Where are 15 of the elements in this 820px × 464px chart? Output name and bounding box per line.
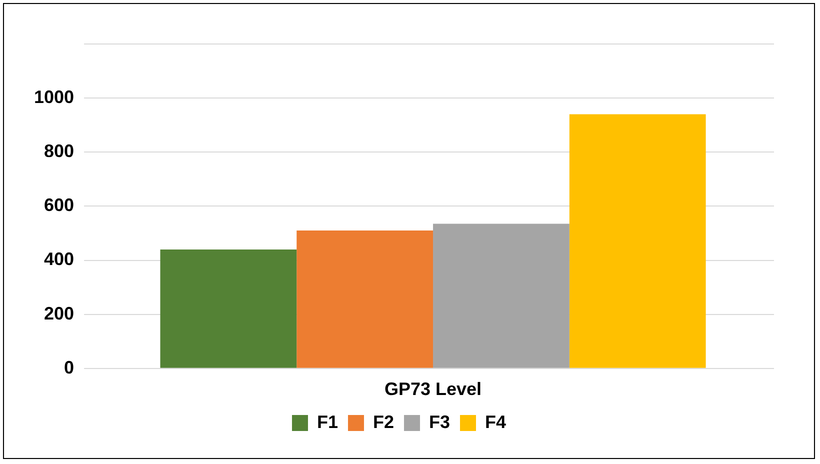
bar xyxy=(569,114,706,368)
legend-label: F2 xyxy=(372,412,394,432)
bar xyxy=(296,230,434,368)
bar xyxy=(433,224,570,368)
legend-label: F4 xyxy=(485,412,506,432)
y-tick-label: 0 xyxy=(64,357,74,378)
legend-label: F1 xyxy=(316,412,338,432)
bar xyxy=(160,249,297,368)
y-tick-label: 400 xyxy=(44,249,74,270)
y-tick-label: 1000 xyxy=(34,87,74,108)
y-tick-label: 200 xyxy=(44,303,74,324)
y-tick-label: 600 xyxy=(44,195,74,216)
y-tick-label: 800 xyxy=(44,141,74,162)
x-tick-label: GP73 Level xyxy=(384,379,482,400)
legend-label: F3 xyxy=(429,412,450,432)
